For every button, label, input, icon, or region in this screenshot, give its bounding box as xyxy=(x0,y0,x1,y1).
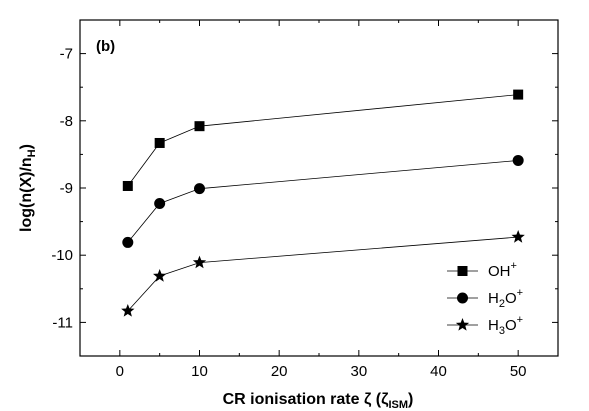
legend-label-part: OH xyxy=(488,263,511,280)
x-axis-label-main: CR ionisation rate ζ (ζ xyxy=(223,391,389,408)
axis-ticks: 0 10 20 30 40 50 -7 -8 -9 -10 -11 xyxy=(51,20,558,380)
y-tick-label: -10 xyxy=(51,247,73,264)
x-tick-label: 40 xyxy=(430,363,447,380)
x-axis-label-end: ) xyxy=(408,391,413,408)
legend-marker-circle xyxy=(457,292,468,304)
legend-label: OH+ xyxy=(488,260,517,280)
plot-frame xyxy=(79,19,559,357)
legend-label-part: O xyxy=(505,290,517,307)
data-point-square xyxy=(513,89,524,100)
data-point-star xyxy=(121,303,135,317)
legend-label-part: + xyxy=(517,287,523,299)
legend-label-part: H xyxy=(488,290,499,307)
data-point-circle xyxy=(122,236,134,248)
data-point-star xyxy=(153,269,167,282)
legend-label-part: + xyxy=(511,260,517,272)
x-tick-label: 20 xyxy=(271,363,288,380)
data-point-square xyxy=(154,137,165,148)
data-point-circle xyxy=(194,183,205,195)
legend-label-part: 3 xyxy=(499,325,505,337)
series-lines xyxy=(127,94,519,312)
panel-label: (b) xyxy=(96,38,115,55)
x-tick-label: 0 xyxy=(116,363,124,380)
data-point-circle xyxy=(154,197,166,209)
x-tick-label: 30 xyxy=(350,363,367,380)
x-tick-label: 10 xyxy=(191,363,208,380)
y-axis-label-sub: H xyxy=(26,149,38,157)
legend-label-part: + xyxy=(517,314,523,326)
legend: OH+H2O+H3O+ xyxy=(447,260,523,337)
data-point-star xyxy=(192,255,207,269)
x-axis-label: CR ionisation rate ζ (ζISM) xyxy=(223,391,414,411)
y-axis-label: log(n(X)/nH) xyxy=(18,144,38,232)
y-tick-label: -8 xyxy=(60,113,73,130)
y-tick-label: -9 xyxy=(60,180,73,197)
legend-marker-square xyxy=(457,266,468,276)
series-line-circle xyxy=(127,160,519,243)
y-axis-label-end: ) xyxy=(18,144,35,149)
y-axis-label-main: log(n(X)/n xyxy=(18,157,35,232)
legend-label: H3O+ xyxy=(488,314,523,337)
series-line-square xyxy=(127,94,519,187)
x-axis-label-sub: ISM xyxy=(388,399,408,411)
data-point-star xyxy=(511,230,525,243)
x-tick-label: 50 xyxy=(510,363,527,380)
y-tick-label: -7 xyxy=(60,46,73,63)
series-line-star xyxy=(127,236,519,312)
data-point-circle xyxy=(512,154,524,166)
legend-label-part: 2 xyxy=(499,298,505,310)
series-markers xyxy=(121,89,525,317)
legend-label: H2O+ xyxy=(488,287,523,310)
legend-marker-star xyxy=(455,318,470,331)
legend-label-part: O xyxy=(505,317,517,334)
data-point-square xyxy=(122,180,133,191)
data-point-square xyxy=(194,121,205,132)
y-tick-label: -11 xyxy=(52,314,73,331)
legend-label-part: H xyxy=(488,317,499,334)
